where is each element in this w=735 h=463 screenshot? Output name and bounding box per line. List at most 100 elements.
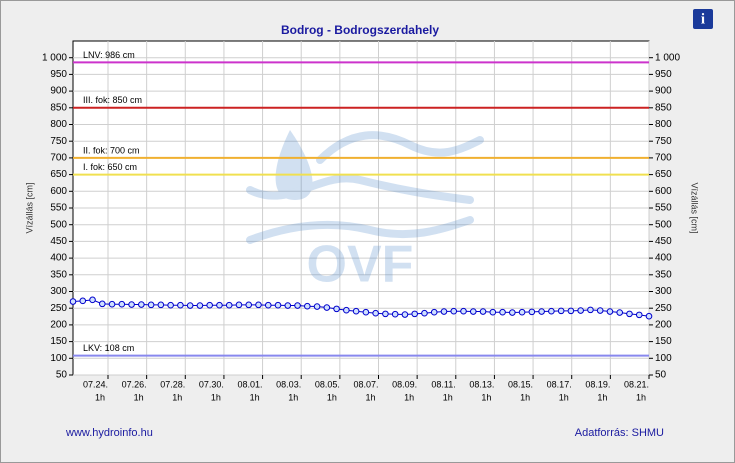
y2-tick-label: 750 — [655, 136, 672, 147]
y-tick-label: 650 — [50, 169, 67, 180]
data-point — [89, 296, 96, 304]
data-point — [509, 309, 516, 316]
footer-source: Adatforrás: SHMU — [575, 427, 664, 439]
y-tick-label: 950 — [50, 69, 67, 80]
data-point — [382, 310, 389, 318]
x-tick-sublabel: 1h — [520, 392, 530, 402]
data-point — [538, 308, 545, 315]
y2-tick-label: 1 000 — [655, 52, 680, 63]
data-point — [157, 301, 165, 309]
data-point — [274, 301, 282, 309]
data-point — [304, 302, 311, 310]
data-point — [79, 297, 87, 305]
data-point — [606, 308, 614, 315]
y-tick-label: 500 — [50, 219, 67, 230]
data-point — [469, 308, 477, 315]
y2-tick-label: 100 — [655, 353, 672, 364]
data-point — [323, 304, 331, 311]
data-point — [577, 307, 584, 314]
data-point — [479, 308, 487, 315]
y-tick-label: 50 — [56, 370, 68, 381]
x-tick-sublabel: 1h — [288, 392, 298, 402]
x-tick-sublabel: 1h — [365, 392, 375, 402]
y-tick-label: 600 — [50, 186, 67, 197]
info-button[interactable] — [693, 9, 713, 29]
x-tick-label: 08.13. — [469, 379, 494, 389]
data-point — [489, 308, 497, 316]
x-tick-label: 08.09. — [392, 379, 417, 389]
data-point — [313, 303, 321, 310]
x-tick-label: 08.07. — [353, 379, 378, 389]
x-tick-sublabel: 1h — [597, 392, 607, 402]
footer-link[interactable]: www.hydroinfo.hu — [65, 427, 153, 439]
x-tick-label: 08.11. — [431, 379, 455, 389]
y-tick-label: 800 — [50, 119, 67, 130]
x-tick-label: 08.05. — [315, 379, 340, 389]
data-point — [264, 301, 272, 309]
x-tick-label: 08.17. — [547, 379, 572, 389]
watermark: OVF — [307, 236, 414, 294]
data-point — [635, 311, 643, 319]
x-tick-sublabel: 1h — [481, 392, 491, 402]
x-tick-sublabel: 1h — [636, 392, 646, 402]
data-point — [440, 308, 448, 315]
data-point — [499, 308, 506, 316]
y-tick-label: 200 — [50, 320, 67, 331]
data-point — [128, 301, 135, 308]
y-tick-label: 250 — [50, 303, 67, 314]
y2-tick-label: 950 — [655, 69, 672, 80]
x-tick-label: 08.19. — [585, 379, 610, 389]
y2-tick-label: 350 — [655, 269, 672, 280]
y-tick-label: 150 — [50, 336, 67, 347]
y2-tick-label: 600 — [655, 186, 672, 197]
y2-tick-label: 250 — [655, 303, 672, 314]
data-point — [587, 306, 594, 314]
x-tick-sublabel: 1h — [250, 392, 260, 402]
threshold-label: LNV: 986 cm — [83, 50, 135, 60]
y2-tick-label: 700 — [655, 153, 672, 164]
data-point — [235, 301, 243, 309]
data-point — [98, 300, 106, 308]
y2-tick-label: 400 — [655, 253, 672, 264]
data-point — [616, 309, 624, 316]
x-tick-label: 07.30. — [199, 379, 224, 389]
data-point — [177, 301, 184, 309]
threshold-label: I. fok: 650 cm — [83, 162, 137, 172]
data-point — [401, 311, 409, 318]
data-point — [216, 301, 223, 309]
x-tick-sublabel: 1h — [327, 392, 337, 402]
data-point — [411, 310, 418, 318]
y-tick-label: 1 000 — [42, 52, 67, 63]
data-point — [421, 309, 428, 317]
x-tick-label: 08.21. — [624, 379, 649, 389]
data-point — [645, 312, 653, 320]
data-point — [548, 307, 555, 315]
y-tick-label: 750 — [50, 136, 67, 147]
x-tick-sublabel: 1h — [559, 392, 569, 402]
data-point — [245, 301, 253, 309]
info-icon[interactable]: i — [701, 11, 705, 27]
y-tick-label: 350 — [50, 269, 67, 280]
y2-tick-label: 800 — [655, 119, 672, 130]
y-tick-label: 850 — [50, 102, 67, 113]
data-point — [186, 302, 194, 309]
y2-tick-label: 850 — [655, 102, 672, 113]
data-point — [206, 301, 213, 309]
data-point — [352, 307, 360, 315]
y2-tick-label: 900 — [655, 86, 672, 97]
chart-title: Bodrog - Bodrogszerdahely — [281, 23, 439, 37]
y2-tick-label: 500 — [655, 219, 672, 230]
data-point — [450, 307, 458, 315]
data-point — [430, 308, 438, 316]
y-tick-label: 100 — [50, 353, 67, 364]
data-point — [567, 307, 575, 315]
data-point — [108, 300, 116, 308]
y2-tick-label: 50 — [655, 370, 667, 381]
x-tick-label: 08.01. — [238, 379, 263, 389]
y-tick-label: 400 — [50, 253, 67, 264]
y2-tick-label: 300 — [655, 286, 672, 297]
data-point — [557, 307, 565, 315]
data-point — [147, 301, 155, 309]
data-point — [460, 307, 467, 315]
